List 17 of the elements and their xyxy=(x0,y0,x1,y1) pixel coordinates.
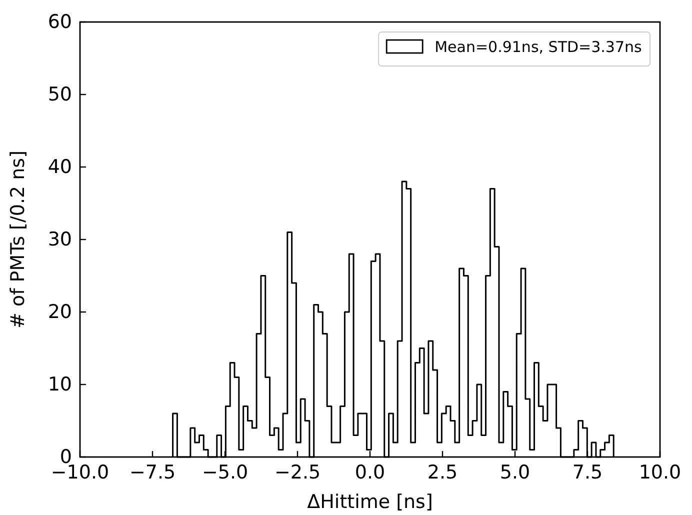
x-tick-label: −2.5 xyxy=(274,461,321,484)
y-tick-label: 50 xyxy=(48,84,72,106)
y-tick-label: 20 xyxy=(48,301,72,324)
y-tick-label: 40 xyxy=(48,156,72,178)
x-axis-title: ΔHittime [ns] xyxy=(307,491,433,513)
x-tick-label: −5.0 xyxy=(202,461,248,484)
x-tick-label: 2.5 xyxy=(427,461,458,484)
y-axis-title: # of PMTs [/0.2 ns] xyxy=(7,150,29,328)
y-tick-label: 60 xyxy=(48,11,72,34)
x-tick-label: 7.5 xyxy=(572,461,603,484)
x-tick-label: −7.5 xyxy=(129,461,176,484)
legend-label: Mean=0.91ns, STD=3.37ns xyxy=(434,38,642,56)
y-tick-label: 30 xyxy=(48,228,72,251)
x-tick-label: 0.0 xyxy=(354,461,386,484)
x-tick-label: 10.0 xyxy=(638,461,682,484)
y-tick-label: 10 xyxy=(48,374,72,396)
x-tick-label: 5.0 xyxy=(500,461,530,484)
